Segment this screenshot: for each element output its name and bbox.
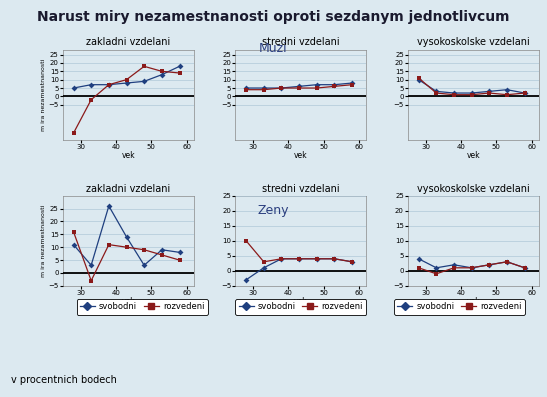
Y-axis label: m ira nezamestnanosti: m ira nezamestnanosti: [40, 204, 46, 277]
Y-axis label: m ira nezamestnanosti: m ira nezamestnanosti: [40, 58, 46, 131]
Legend: svobodni, rozvedeni: svobodni, rozvedeni: [394, 299, 525, 314]
Title: stredni vzdelani: stredni vzdelani: [262, 183, 340, 193]
Title: zakladni vzdelani: zakladni vzdelani: [86, 183, 171, 193]
Text: Narust miry nezamestnanosti oproti sezdanym jednotlivcum: Narust miry nezamestnanosti oproti sezda…: [37, 10, 510, 24]
Title: vysokoskolske vzdelani: vysokoskolske vzdelani: [417, 183, 530, 193]
Title: vysokoskolske vzdelani: vysokoskolske vzdelani: [417, 37, 530, 48]
Text: Zeny: Zeny: [258, 204, 289, 218]
X-axis label: vek: vek: [467, 151, 480, 160]
X-axis label: vek: vek: [467, 297, 480, 306]
Legend: svobodni, rozvedeni: svobodni, rozvedeni: [235, 299, 366, 314]
Text: Muzi: Muzi: [259, 42, 288, 55]
X-axis label: vek: vek: [294, 297, 307, 306]
Text: v procentnich bodech: v procentnich bodech: [11, 375, 117, 385]
X-axis label: vek: vek: [121, 297, 135, 306]
Title: zakladni vzdelani: zakladni vzdelani: [86, 37, 171, 48]
X-axis label: vek: vek: [121, 151, 135, 160]
Legend: svobodni, rozvedeni: svobodni, rozvedeni: [77, 299, 208, 314]
X-axis label: vek: vek: [294, 151, 307, 160]
Title: stredni vzdelani: stredni vzdelani: [262, 37, 340, 48]
